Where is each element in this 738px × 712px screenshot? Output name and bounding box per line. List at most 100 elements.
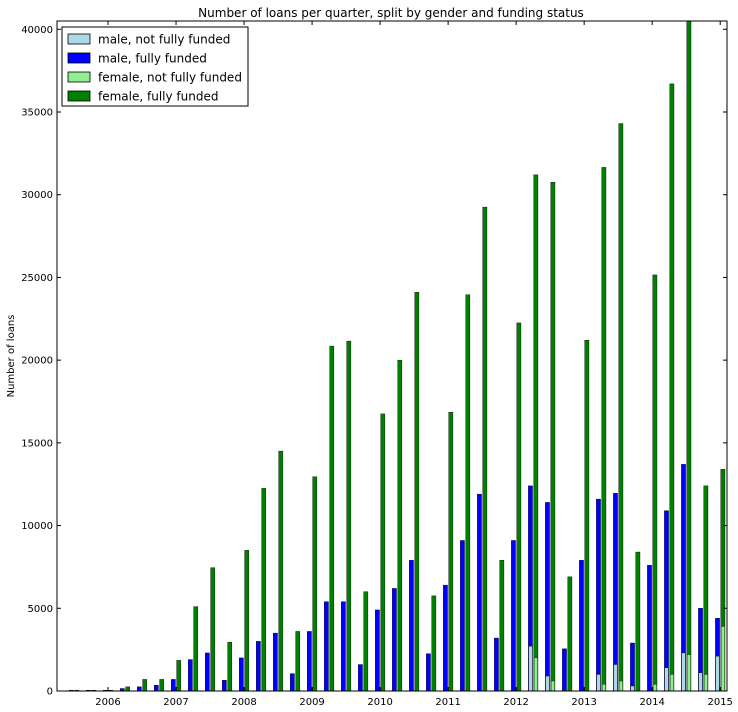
- bar-female-fully-funded: [380, 413, 386, 692]
- chart-title: Number of loans per quarter, split by ge…: [198, 6, 584, 20]
- y-tick-label: 40000: [21, 25, 53, 36]
- bar-male-fully-funded: [579, 560, 584, 692]
- bar-male-fully-funded: [307, 631, 312, 692]
- bar-male-fully-funded: [205, 652, 210, 692]
- bar-female-fully-funded: [346, 340, 352, 692]
- bar-male-fully-funded: [613, 493, 618, 692]
- x-tick-label: 2007: [163, 697, 188, 708]
- bar-female-not-fully-funded: [619, 680, 623, 692]
- bar-female-not-fully-funded: [551, 680, 555, 692]
- y-tick-label: 25000: [21, 273, 53, 284]
- bar-male-fully-funded: [562, 648, 567, 692]
- bar-male-fully-funded: [409, 560, 414, 692]
- bar-female-fully-funded: [618, 123, 624, 692]
- bar-female-fully-funded: [397, 359, 403, 692]
- bar-male-fully-funded: [256, 641, 261, 692]
- bar-male-fully-funded: [494, 637, 499, 692]
- bar-male-fully-funded: [375, 609, 380, 692]
- x-tick-label: 2006: [95, 697, 120, 708]
- y-tick-label: 15000: [21, 438, 53, 449]
- legend-label: male, fully funded: [98, 52, 207, 66]
- plot-frame: [56, 20, 728, 692]
- bar-female-fully-funded: [193, 606, 199, 692]
- bar-male-fully-funded: [596, 498, 601, 692]
- y-tick-label: 0: [47, 687, 53, 698]
- bar-female-fully-funded: [159, 679, 165, 692]
- y-tick-label: 10000: [21, 521, 53, 532]
- bar-male-fully-funded: [273, 632, 278, 692]
- bar-male-fully-funded: [392, 588, 397, 692]
- bar-female-not-fully-funded: [653, 684, 657, 692]
- bar-male-fully-funded: [341, 601, 346, 692]
- bar-female-fully-funded: [295, 631, 301, 692]
- x-axis: 2006 2007 2008 2009 2010 2011 2012 2013 2014 2015: [95, 21, 733, 708]
- bar-female-not-fully-funded: [687, 654, 691, 692]
- y-tick-label: 20000: [21, 356, 53, 367]
- bar-female-fully-funded: [125, 686, 131, 692]
- legend: male, not fully funded male, fully funded…: [61, 26, 249, 107]
- bar-female-fully-funded: [431, 595, 437, 692]
- bar-male-fully-funded: [426, 653, 431, 692]
- bar-female-fully-funded: [482, 206, 488, 692]
- bar-female-fully-funded: [635, 551, 641, 692]
- bar-female-fully-funded: [499, 560, 505, 692]
- bar-female-fully-funded: [312, 476, 318, 692]
- bar-male-fully-funded: [545, 502, 550, 692]
- bar-male-not-fully-funded: [664, 667, 669, 692]
- bar-female-fully-funded: [244, 550, 250, 692]
- legend-label: female, not fully funded: [98, 71, 242, 85]
- bar-male-not-fully-funded: [630, 685, 635, 692]
- bar-male-not-fully-funded: [681, 652, 686, 692]
- y-tick-label: 5000: [28, 604, 53, 615]
- x-tick-label: 2009: [299, 697, 324, 708]
- x-tick-label: 2010: [367, 697, 392, 708]
- bar-female-fully-funded: [703, 485, 709, 692]
- bar-male-fully-funded: [443, 584, 448, 692]
- bar-male-fully-funded: [358, 664, 363, 692]
- bar-female-fully-funded: [329, 345, 335, 692]
- legend-swatch: [67, 90, 91, 102]
- bar-male-fully-funded: [630, 642, 635, 692]
- bar-male-fully-funded: [460, 540, 465, 692]
- bar-male-fully-funded: [664, 510, 669, 692]
- bar-female-fully-funded: [584, 340, 590, 692]
- x-tick-label: 2008: [231, 697, 256, 708]
- bar-female-fully-funded: [278, 450, 284, 692]
- x-tick-label: 2015: [707, 697, 732, 708]
- x-tick-label: 2014: [639, 697, 664, 708]
- y-axis: 0 5000 10000 15000 20000 25000 30000 35000 40000: [21, 25, 727, 698]
- y-axis-label: Number of loans: [6, 315, 17, 398]
- bar-female-not-fully-funded: [704, 674, 708, 692]
- bar-female-fully-funded: [601, 167, 607, 692]
- x-tick-label: 2013: [571, 697, 596, 708]
- legend-box: [61, 26, 249, 107]
- bar-female-not-fully-funded: [670, 674, 674, 692]
- bar-male-not-fully-funded: [698, 672, 703, 692]
- bar-female-fully-funded: [414, 292, 420, 692]
- bar-male-fully-funded: [647, 565, 652, 692]
- bar-male-not-fully-funded: [596, 674, 601, 692]
- bar-female-fully-funded: [142, 679, 148, 692]
- bar-female-not-fully-funded: [721, 626, 725, 692]
- bar-male-fully-funded: [154, 685, 159, 692]
- bar-male-fully-funded: [477, 493, 482, 692]
- bars-group: [69, 20, 726, 692]
- bar-male-fully-funded: [137, 686, 142, 692]
- bar-female-fully-funded: [448, 412, 454, 692]
- bar-male-fully-funded: [188, 659, 193, 692]
- bar-male-fully-funded: [222, 680, 227, 692]
- y-tick-label: 30000: [21, 190, 53, 201]
- bar-female-fully-funded: [210, 567, 216, 692]
- bar-male-not-fully-funded: [528, 646, 533, 692]
- bar-female-fully-funded: [465, 294, 471, 692]
- bar-male-fully-funded: [511, 540, 516, 692]
- bar-male-fully-funded: [324, 601, 329, 692]
- x-tick-label: 2012: [503, 697, 528, 708]
- bar-male-not-fully-funded: [715, 656, 720, 692]
- bar-female-fully-funded: [533, 174, 539, 692]
- bar-female-fully-funded: [176, 660, 182, 692]
- bar-male-not-fully-funded: [613, 664, 618, 692]
- bar-male-fully-funded: [171, 679, 176, 692]
- legend-label: female, fully funded: [98, 90, 218, 104]
